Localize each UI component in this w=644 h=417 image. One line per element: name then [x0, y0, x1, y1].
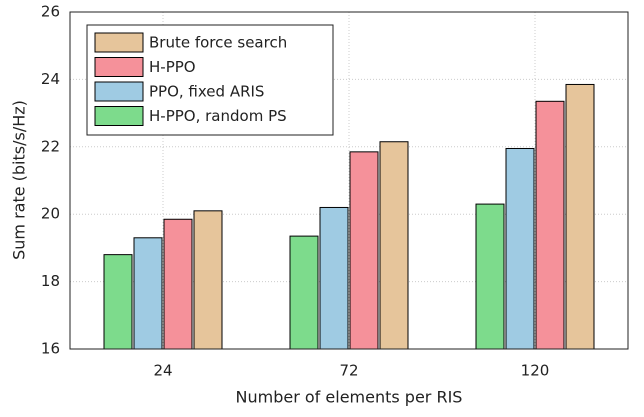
legend-label: Brute force search — [149, 34, 287, 52]
bar — [193, 210, 223, 350]
y-tick-label: 26 — [41, 3, 60, 21]
legend-label: H-PPO, random PS — [149, 107, 287, 125]
legend-swatch — [94, 106, 144, 126]
x-tick-label: 72 — [339, 362, 358, 380]
bar — [349, 151, 379, 350]
y-axis-label: Sum rate (bits/s/Hz) — [10, 100, 29, 260]
legend-swatch — [94, 57, 144, 77]
bar — [133, 237, 163, 350]
plot-frame — [69, 11, 629, 350]
y-tick-label: 18 — [41, 272, 60, 290]
bar — [535, 100, 565, 350]
bar — [475, 203, 505, 350]
y-tick-label: 20 — [41, 205, 60, 223]
legend-label: PPO, fixed ARIS — [149, 83, 264, 101]
bar — [103, 254, 133, 350]
legend-swatch — [94, 81, 144, 102]
bar — [163, 218, 193, 350]
x-axis-label: Number of elements per RIS — [236, 388, 463, 407]
legend-label: H-PPO — [149, 58, 196, 76]
x-tick-label: 24 — [153, 362, 172, 380]
x-tick-label: 120 — [521, 362, 550, 380]
bar — [505, 147, 535, 350]
legend-swatch — [94, 32, 144, 53]
y-tick-label: 24 — [41, 70, 60, 88]
y-tick-label: 16 — [41, 340, 60, 358]
y-tick-label: 22 — [41, 137, 60, 155]
bar — [319, 206, 349, 350]
bar — [379, 141, 409, 350]
bar — [289, 235, 319, 350]
bar — [565, 83, 595, 350]
